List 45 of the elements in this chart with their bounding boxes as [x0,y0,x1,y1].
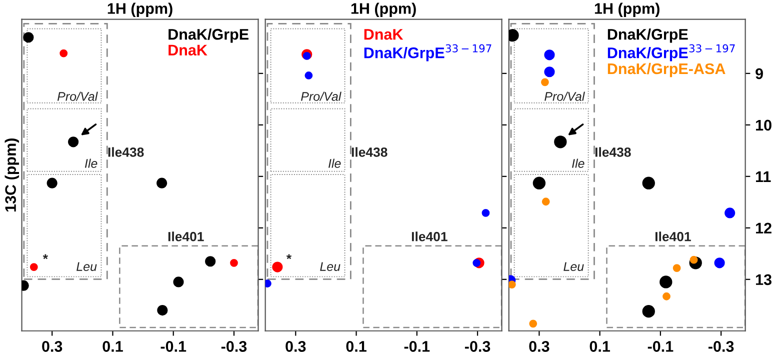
annotation: Ile [84,158,98,168]
x-tick-label: 0.3 [42,341,62,352]
text: DnaK/GrpE [608,28,688,43]
x-tick-label: -0.1 [404,341,430,352]
x-tick-label: 0.1 [346,341,366,352]
x-tick-label: -0.1 [648,341,674,352]
x-tick-label: -0.1 [160,341,186,352]
annotation: Leu [320,262,340,271]
y-tick-label: 11 [756,171,771,182]
x-axis-title: 1H (ppm) [594,2,660,17]
annotation: Leu [76,262,97,271]
annotation: Pro/Val [57,92,98,101]
annotation: Leu [564,262,584,271]
x-axis-title: 1H (ppm) [108,2,172,17]
text: DnaK/GrpE$^{33−197}$ [364,44,492,62]
x-tick-label: 0.1 [590,341,610,352]
annotation: * [42,254,48,260]
text: DnaK/GrpE [168,28,248,43]
text: DnaK/GrpE-ASA [608,62,726,78]
y-tick-label: 10 [756,120,772,131]
text: DnaK [168,44,208,56]
y-tick-label: 12 [756,222,772,234]
annotation: Ile438 [352,147,388,157]
x-tick-label: -0.3 [708,341,734,352]
annotation: Pro/Val [301,92,342,101]
annotation: Ile [328,158,341,168]
annotation: * [286,254,292,260]
annotation: Ile401 [168,232,204,242]
text: DnaK [364,29,404,40]
y-tick-label: 9 [756,68,763,80]
y-tick-label: 13 [756,274,772,286]
x-axis-title: 1H (ppm) [351,2,416,17]
text: DnaK/GrpE$^{33−197}$ [608,44,735,62]
x-tick-label: -0.3 [464,341,490,352]
annotation: Ile401 [412,232,448,242]
y-axis-title: 13C (ppm) [4,138,20,212]
annotation: Ile438 [595,147,631,157]
x-tick-label: 0.1 [102,341,123,352]
annotation: Pro/Val [544,92,585,101]
annotation: Ile401 [656,232,691,242]
x-tick-label: 0.3 [286,341,306,352]
annotation: Ile [572,158,584,168]
x-tick-label: 0.3 [529,341,550,352]
annotation: Ile438 [108,147,144,157]
x-tick-label: -0.3 [221,341,247,352]
